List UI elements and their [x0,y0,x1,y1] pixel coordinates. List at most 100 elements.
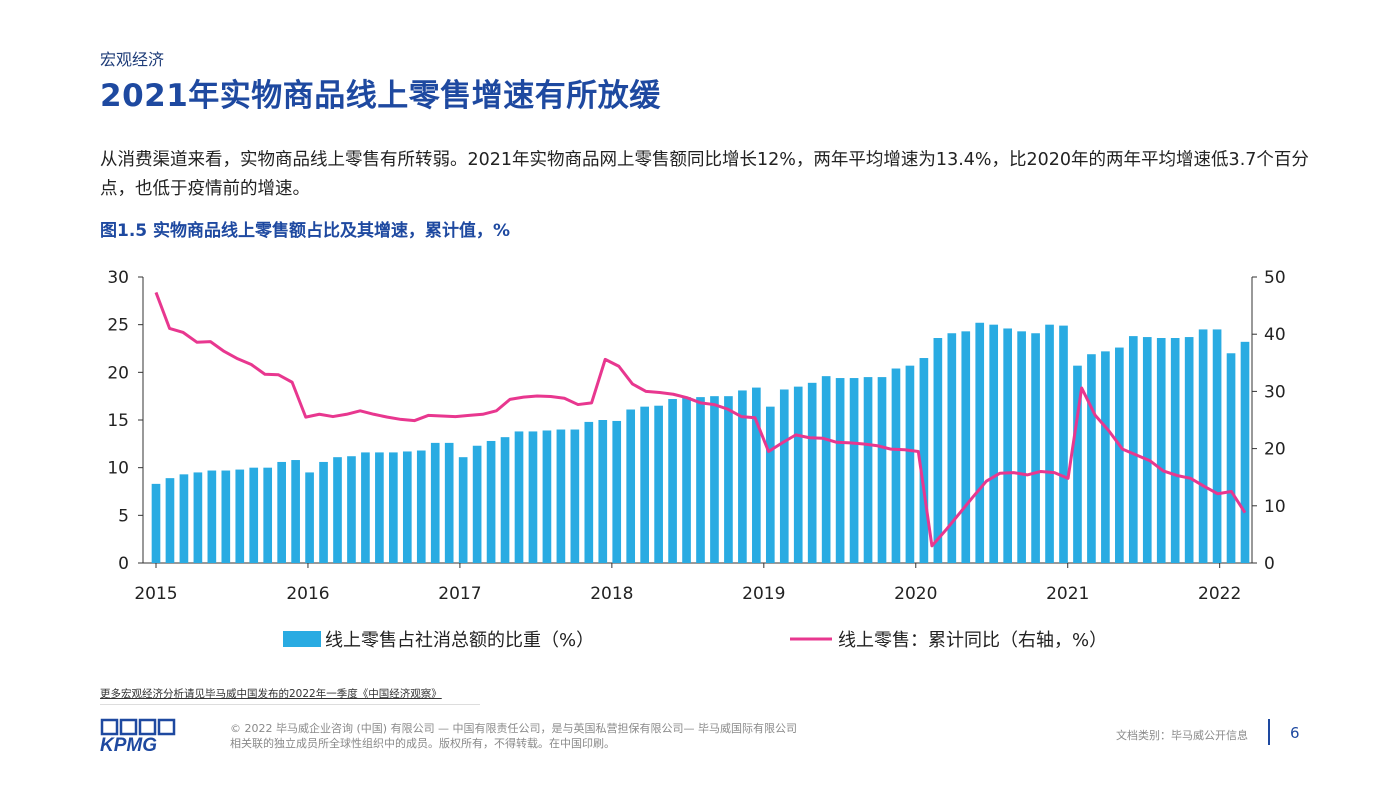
bar [668,399,677,563]
bar [1128,336,1138,563]
bar [235,469,245,563]
bar [556,429,566,563]
footer-divider [100,704,480,705]
bar [430,442,440,563]
section-label: 宏观经济 [100,50,165,69]
bar [249,467,259,563]
bar [1212,329,1222,563]
right-tick-label: 40 [1264,325,1286,345]
bar [221,470,231,563]
bar [528,431,538,563]
bar [612,420,622,563]
bar [905,365,915,563]
bar [654,405,663,563]
bar [919,358,929,563]
right-tick-label: 30 [1264,382,1286,402]
x-tick-label: 2016 [286,584,329,604]
x-tick-label: 2021 [1046,584,1089,604]
bar [193,472,203,563]
bar [570,429,580,563]
left-tick-label: 5 [118,506,129,526]
x-tick-label: 2019 [742,584,785,604]
bar [361,452,370,563]
bar [416,450,426,563]
bar [347,456,356,563]
bar [1017,331,1026,563]
line-series [154,291,1247,548]
bar [821,376,831,563]
bar [179,474,189,563]
bar [458,457,468,563]
bar [807,382,817,563]
bar [752,387,761,563]
copyright-line-2: 相关联的独立成员所全球性组织中的成员。版权所有，不得转载。在中国印刷。 [230,737,615,750]
bar [961,331,971,563]
intro-paragraph: 从消费渠道来看，实物商品线上零售有所转弱。2021年实物商品网上零售额同比增长1… [100,150,1309,199]
bar [1031,333,1040,563]
legend-label-line: 线上零售：累计同比（右轴，%） [838,630,1107,651]
bar [989,324,999,563]
x-tick-label: 2015 [134,584,177,604]
bar [263,467,273,563]
bar [375,452,384,563]
bar [402,451,412,563]
left-tick-label: 20 [107,363,129,383]
bar [277,461,286,563]
bar [542,430,552,563]
bar [1101,351,1110,563]
bar [696,397,705,563]
combo-chart: 0 5 10 15 20 25 30 0 10 20 30 40 50 2015 2016 2017 2018 2… [107,268,1286,651]
bar [1059,325,1068,563]
page-number: 6 [1290,724,1300,742]
bar [319,461,328,563]
bar [849,378,859,563]
x-tick-label: 2020 [894,584,937,604]
logo-wordmark: KPMG [100,735,157,754]
bar [598,420,608,563]
bar [1073,365,1082,563]
bar [1170,338,1180,563]
bar [1240,341,1250,563]
x-tick-label: 2018 [590,584,633,604]
bar [765,406,775,563]
bar [682,397,691,563]
bar [1045,324,1054,563]
bar [151,483,161,563]
copyright-line-1: © 2022 毕马威企业咨询 (中国) 有限公司 — 中国有限责任公司，是与英国… [230,722,798,735]
bar [1142,337,1152,563]
bar [389,452,398,563]
bar [710,396,719,563]
bar [724,396,733,563]
bar [486,440,496,563]
bar [584,421,594,563]
x-tick-label: 2017 [438,584,481,604]
bar [472,445,482,563]
bar [1003,328,1012,563]
right-tick-label: 50 [1264,268,1286,288]
x-tick-label: 2022 [1198,584,1241,604]
legend-label-bar: 线上零售占社消总额的比重（%） [325,630,594,651]
left-tick-label: 30 [107,268,129,288]
bar [1184,337,1194,563]
bar [333,457,342,563]
left-tick-label: 0 [118,554,129,574]
footer-link[interactable]: 更多宏观经济分析请见毕马威中国发布的2022年一季度《中国经济观察》 [100,688,442,700]
bar [863,377,873,563]
bar [626,409,636,563]
bar [933,338,943,563]
right-tick-label: 0 [1264,554,1275,574]
bar [1156,338,1166,563]
bar [305,472,314,563]
bar [1087,354,1096,563]
bar [444,442,454,563]
bar [947,333,957,563]
left-tick-label: 10 [107,459,129,479]
right-tick-label: 20 [1264,440,1286,460]
bar [500,437,510,563]
bar [793,386,803,563]
bar [640,406,649,563]
bar [165,478,175,563]
bar [779,389,789,563]
bar [975,322,985,563]
bar [291,460,300,563]
